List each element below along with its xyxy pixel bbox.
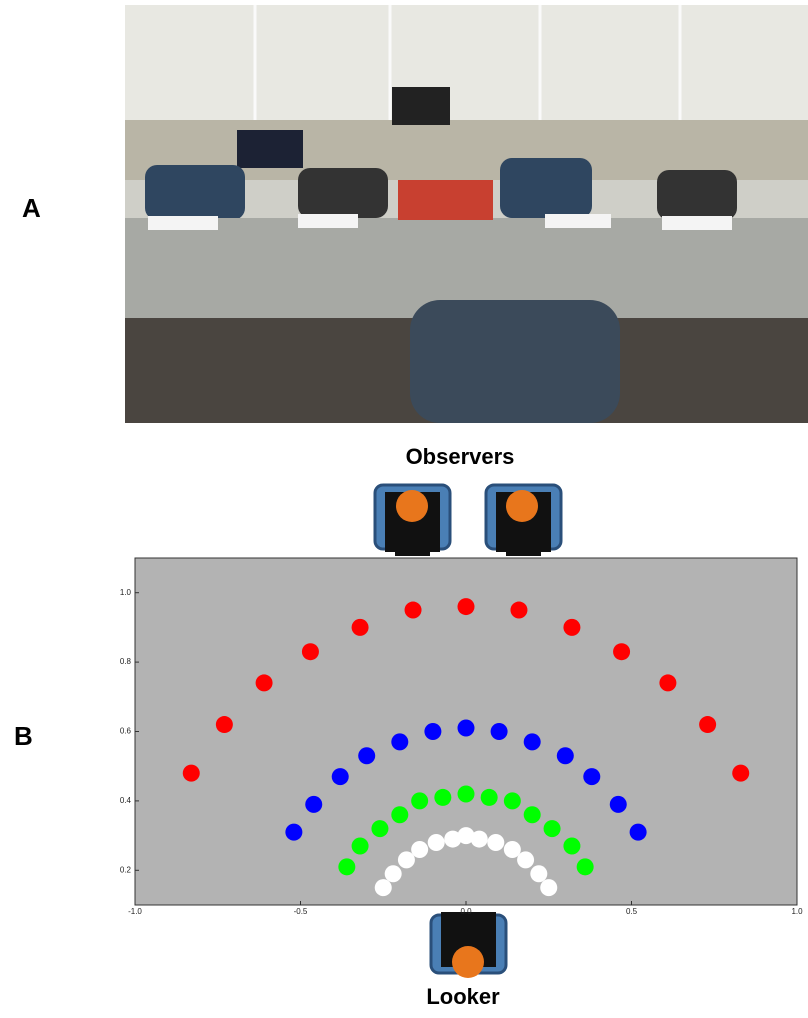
point <box>458 720 475 737</box>
point <box>305 796 322 813</box>
point <box>458 598 475 615</box>
point <box>358 747 375 764</box>
annotation: Observers <box>406 444 515 469</box>
point <box>540 879 557 896</box>
x-tick-label: 0.0 <box>460 907 472 916</box>
point <box>411 841 428 858</box>
point <box>405 602 422 619</box>
observer-icon <box>375 485 561 556</box>
point <box>510 602 527 619</box>
photo <box>125 5 808 423</box>
y-tick-label: 0.8 <box>120 657 132 666</box>
point <box>524 733 541 750</box>
point <box>424 723 441 740</box>
y-tick-label: 0.4 <box>120 796 132 805</box>
point <box>517 851 534 868</box>
point <box>504 841 521 858</box>
point <box>302 643 319 660</box>
point <box>563 619 580 636</box>
figure: A B Observers Looker <box>0 0 808 1013</box>
annotation: Looker <box>426 984 500 1009</box>
point <box>338 858 355 875</box>
point <box>216 716 233 733</box>
point <box>530 865 547 882</box>
x-tick-label: 1.0 <box>791 907 803 916</box>
point <box>504 792 521 809</box>
point <box>391 733 408 750</box>
point <box>487 834 504 851</box>
point <box>256 674 273 691</box>
y-tick-label: 0.2 <box>120 865 132 874</box>
y-tick-label: 0.6 <box>120 727 132 736</box>
looker-icon <box>431 912 506 978</box>
point <box>285 824 302 841</box>
point <box>183 765 200 782</box>
point <box>471 831 488 848</box>
point <box>659 674 676 691</box>
point <box>371 820 388 837</box>
point <box>557 747 574 764</box>
point <box>563 838 580 855</box>
point <box>391 806 408 823</box>
point <box>577 858 594 875</box>
point <box>352 838 369 855</box>
point <box>544 820 561 837</box>
panel-label: B <box>14 721 33 751</box>
y-tick-label: 1.0 <box>120 588 132 597</box>
x-tick-label: 0.5 <box>626 907 638 916</box>
point <box>613 643 630 660</box>
point <box>732 765 749 782</box>
point <box>491 723 508 740</box>
point <box>434 789 451 806</box>
panel-label: A <box>22 193 41 223</box>
point <box>630 824 647 841</box>
x-tick-label: -1.0 <box>128 907 142 916</box>
x-tick-label: -0.5 <box>294 907 308 916</box>
point <box>411 792 428 809</box>
point <box>428 834 445 851</box>
point <box>481 789 498 806</box>
point <box>375 879 392 896</box>
point <box>610 796 627 813</box>
point <box>332 768 349 785</box>
plot: -1.0 -0.5 0.0 0.5 1.0 0.2 0.4 0.6 0.8 1.0 <box>120 558 803 916</box>
point <box>385 865 402 882</box>
point <box>398 851 415 868</box>
point <box>524 806 541 823</box>
point <box>352 619 369 636</box>
point <box>583 768 600 785</box>
point <box>458 785 475 802</box>
point <box>699 716 716 733</box>
